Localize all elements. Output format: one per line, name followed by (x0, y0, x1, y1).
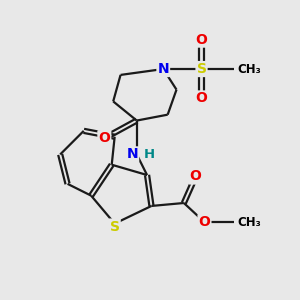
Text: O: O (190, 169, 202, 184)
Text: N: N (158, 62, 169, 76)
Text: S: S (196, 62, 206, 76)
Text: N: N (127, 147, 138, 161)
Text: S: S (110, 220, 120, 234)
Text: O: O (199, 215, 210, 229)
Text: O: O (98, 131, 110, 145)
Text: O: O (196, 92, 208, 106)
Text: CH₃: CH₃ (238, 62, 261, 76)
Text: CH₃: CH₃ (238, 216, 261, 229)
Text: H: H (144, 148, 155, 161)
Text: O: O (196, 33, 208, 46)
